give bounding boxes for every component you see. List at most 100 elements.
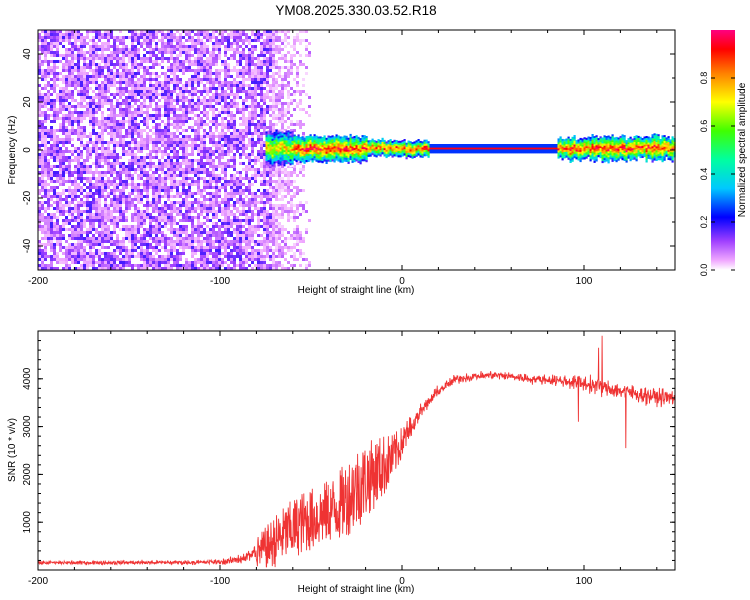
- spectrogram-cell: [212, 99, 215, 102]
- spectrogram-cell: [272, 180, 275, 183]
- spectrogram-cell: [74, 57, 77, 60]
- spectrogram-cell: [269, 174, 272, 177]
- spectrogram-cell: [71, 210, 74, 213]
- spectrogram-cell: [140, 189, 143, 192]
- spectrogram-cell: [218, 261, 221, 264]
- spectrogram-cell: [233, 255, 236, 258]
- spectrogram-cell: [149, 264, 152, 267]
- spectrogram-cell: [269, 57, 272, 60]
- spectrogram-cell: [113, 57, 116, 60]
- spectrogram-cell: [125, 51, 128, 54]
- spectrogram-cell: [158, 168, 161, 171]
- spectrogram-cell: [233, 243, 236, 246]
- spectrogram-cell: [179, 114, 182, 117]
- spectrogram-cell: [128, 108, 131, 111]
- spectrogram-cell: [221, 246, 224, 249]
- spectrogram-cell: [50, 135, 53, 138]
- spectrogram-cell: [224, 162, 227, 165]
- spectrogram-cell: [92, 240, 95, 243]
- spectrogram-cell: [95, 177, 98, 180]
- spectrogram-cell: [185, 204, 188, 207]
- spectrogram-cell: [92, 243, 95, 246]
- spectrogram-cell: [203, 33, 206, 36]
- spectrogram-cell: [119, 141, 122, 144]
- spectrogram-cell: [152, 87, 155, 90]
- spectrogram-cell: [56, 195, 59, 198]
- spectrogram-cell: [137, 81, 140, 84]
- spectrogram-cell: [68, 33, 71, 36]
- spectrogram-cell: [107, 102, 110, 105]
- spectrogram-cell: [110, 105, 113, 108]
- spectrogram-cell: [239, 228, 242, 231]
- spectrogram-cell: [236, 249, 239, 252]
- spectrogram-cell: [254, 225, 257, 228]
- spectrogram-cell: [269, 216, 272, 219]
- spectrogram-cell: [104, 30, 107, 33]
- spectrogram-cell: [233, 153, 236, 156]
- spectrogram-cell: [182, 69, 185, 72]
- spectrogram-cell: [98, 195, 101, 198]
- spectrogram-cell: [239, 162, 242, 165]
- spectrogram-cell: [143, 195, 146, 198]
- spectrogram-cell: [206, 81, 209, 84]
- spectrogram-cell: [173, 207, 176, 210]
- spectrogram-cell: [239, 225, 242, 228]
- spectrogram-cell: [119, 132, 122, 135]
- spectrogram-cell: [209, 108, 212, 111]
- spectrogram-cell: [53, 144, 56, 147]
- spectrogram-cell: [197, 105, 200, 108]
- spectrogram-cell: [53, 117, 56, 120]
- spectrogram-cell: [158, 240, 161, 243]
- spectrogram-cell: [167, 84, 170, 87]
- spectrogram-cell: [275, 255, 278, 258]
- spectrogram-cell: [275, 225, 278, 228]
- spectrogram-cell: [185, 84, 188, 87]
- spectrogram-cell: [203, 42, 206, 45]
- spectrogram-cell: [65, 258, 68, 261]
- spectrogram-cell: [125, 90, 128, 93]
- spectrogram-cell: [134, 48, 137, 51]
- spectrogram-cell: [146, 126, 149, 129]
- spectrogram-cell: [134, 147, 137, 150]
- spectrogram-cell: [203, 222, 206, 225]
- spectrogram-cell: [260, 219, 263, 222]
- spectrogram-cell: [215, 129, 218, 132]
- spectrogram-cell: [257, 174, 260, 177]
- spectrogram-cell: [275, 261, 278, 264]
- spectrogram-cell: [137, 36, 140, 39]
- spectrogram-cell: [254, 132, 257, 135]
- spectrogram-cell: [251, 69, 254, 72]
- spectrogram-cell: [53, 51, 56, 54]
- spectrogram-cell: [50, 66, 53, 69]
- spectrogram-cell: [134, 156, 137, 159]
- spectrogram-cell: [188, 63, 191, 66]
- spectrogram-cell: [254, 48, 257, 51]
- spectrogram-cell: [164, 123, 167, 126]
- spectrogram-cell: [146, 138, 149, 141]
- spectrogram-cell: [173, 66, 176, 69]
- spectrogram-cell: [50, 150, 53, 153]
- spectrogram-cell: [146, 258, 149, 261]
- spectrogram-cell: [182, 111, 185, 114]
- spectrogram-cell: [134, 126, 137, 129]
- spectrogram-cell: [62, 261, 65, 264]
- spectrogram-cell: [95, 30, 98, 33]
- spectrogram-cell: [248, 96, 251, 99]
- spectrogram-cell: [92, 111, 95, 114]
- spectrogram-cell: [176, 63, 179, 66]
- spectrogram-cell: [125, 171, 128, 174]
- spectrogram-cell: [197, 81, 200, 84]
- spectrogram-cell: [143, 240, 146, 243]
- spectrogram-cell: [77, 189, 80, 192]
- spectrogram-cell: [161, 138, 164, 141]
- spectrogram-cell: [137, 267, 140, 270]
- spectrogram-cell: [92, 207, 95, 210]
- spectrogram-cell: [38, 123, 41, 126]
- spectrogram-cell: [143, 48, 146, 51]
- spectrogram-cell: [152, 78, 155, 81]
- spectrogram-cell: [53, 192, 56, 195]
- spectrogram-cell: [59, 78, 62, 81]
- spectrogram-cell: [176, 93, 179, 96]
- spectrogram-cell: [233, 126, 236, 129]
